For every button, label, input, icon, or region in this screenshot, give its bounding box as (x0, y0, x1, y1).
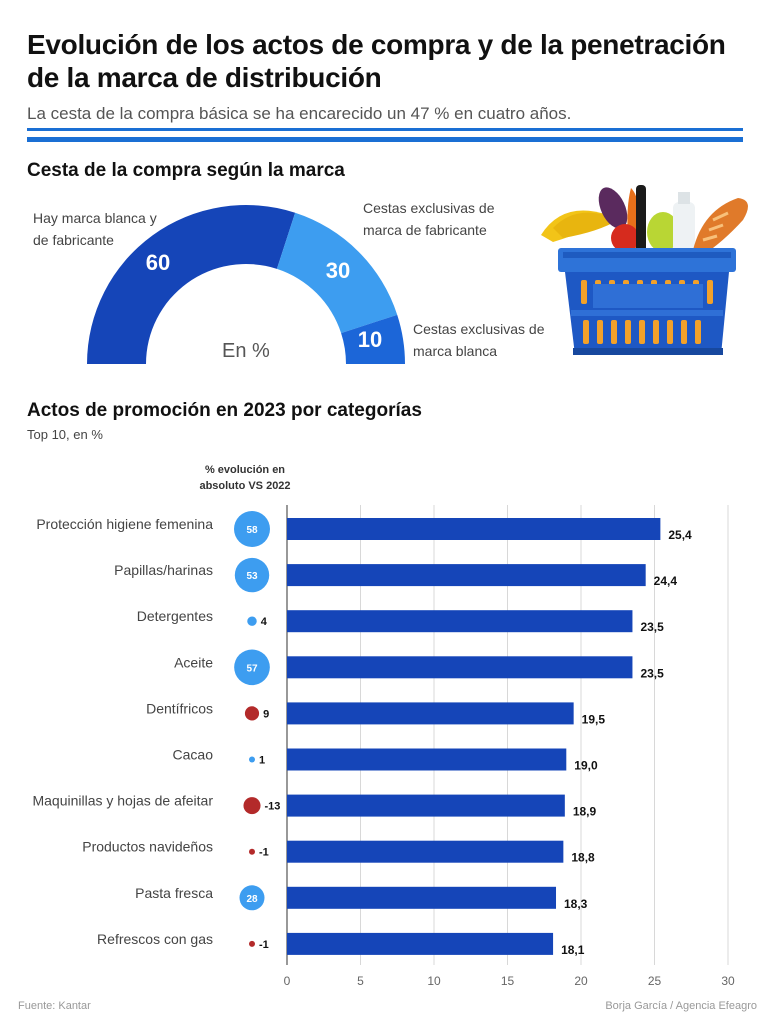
category-label: Protección higiene femenina (36, 516, 213, 532)
category-label: Aceite (174, 654, 213, 670)
evolution-column-header: % evolución en absoluto VS 2022 (199, 464, 291, 492)
bar (287, 656, 633, 679)
bar (287, 748, 567, 771)
x-tick-label: 10 (427, 974, 441, 988)
x-tick-label: 25 (648, 974, 662, 988)
x-tick-label: 0 (284, 974, 291, 988)
bar (287, 610, 633, 633)
evolution-bubble (243, 797, 261, 815)
bar (287, 886, 557, 909)
evolution-value-label: -1 (259, 847, 269, 859)
credit-note: Borja García / Agencia Efeagro (605, 1000, 757, 1012)
evolution-value-label: 28 (246, 894, 258, 905)
bar-value-label: 18,1 (561, 943, 585, 957)
category-label: Cacao (173, 747, 214, 763)
evolution-value-label: 9 (263, 708, 269, 720)
evolution-bubble (249, 848, 255, 855)
source-note: Fuente: Kantar (18, 1000, 91, 1012)
x-tick-label: 15 (501, 974, 515, 988)
donut-value-label: 60 (146, 250, 170, 275)
x-tick-label: 30 (721, 974, 735, 988)
bar-value-label: 23,5 (640, 620, 664, 634)
divider (27, 137, 743, 142)
bar-value-label: 24,4 (654, 574, 678, 588)
donut-slice (341, 314, 405, 364)
bar-value-label: 18,3 (564, 897, 588, 911)
shopping-basket-icon (541, 185, 748, 355)
evolution-bubble (249, 940, 255, 947)
donut-value-label: 30 (326, 258, 350, 283)
bar-value-label: 19,0 (574, 759, 598, 773)
evolution-bubble (234, 557, 270, 593)
evolution-value-label: 58 (246, 525, 258, 536)
evolution-bubble (247, 616, 257, 626)
evolution-value-label: -1 (259, 939, 269, 951)
evolution-bubble (234, 649, 270, 686)
evolution-bubble (244, 706, 260, 721)
bar-value-label: 25,4 (668, 528, 692, 542)
evolution-value-label: 57 (246, 663, 258, 674)
bar (287, 702, 574, 725)
bar (287, 518, 661, 540)
donut-value-label: 10 (358, 327, 382, 352)
gauge-label-private: Cestas exclusivas de marca blanca (413, 321, 545, 359)
x-tick-label: 5 (357, 974, 364, 988)
bar-value-label: 19,5 (582, 712, 606, 726)
gauge-label-manufacturer: Cestas exclusivas de marca de fabricante (363, 200, 495, 238)
bar-value-label: 18,8 (571, 851, 595, 865)
category-label: Maquinillas y hojas de afeitar (32, 793, 213, 809)
evolution-value-label: 4 (261, 616, 268, 628)
bar-section-heading: Actos de promoción en 2023 por categoría… (27, 400, 422, 421)
evolution-bubble (234, 511, 270, 547)
gauge-label-both: Hay marca blanca y de fabricante (33, 210, 157, 248)
evolution-bubble (249, 756, 255, 763)
evolution-value-label: 53 (246, 571, 258, 582)
bar-section-subheading: Top 10, en % (27, 427, 103, 442)
bar-value-label: 18,9 (573, 805, 597, 819)
bar (287, 564, 646, 587)
page-title: Evolución de los actos de compra y de la… (27, 29, 726, 93)
category-label: Pasta fresca (135, 885, 213, 901)
divider (27, 128, 743, 131)
category-label: Productos navideños (82, 839, 213, 855)
page-subtitle: La cesta de la compra básica se ha encar… (27, 104, 572, 123)
bar (287, 794, 565, 817)
gauge-section-heading: Cesta de la compra según la marca (27, 160, 345, 181)
gauge-unit: En % (222, 340, 270, 362)
category-label: Papillas/harinas (114, 562, 213, 578)
evolution-value-label: 1 (259, 755, 265, 767)
category-label: Detergentes (137, 608, 213, 624)
bar (287, 932, 554, 955)
bar-value-label: 23,5 (640, 666, 664, 680)
evolution-value-label: -13 (265, 801, 281, 813)
evolution-bubble (239, 885, 265, 911)
x-tick-label: 20 (574, 974, 588, 988)
category-label: Dentífricos (146, 700, 213, 716)
bar (287, 840, 564, 863)
category-label: Refrescos con gas (97, 931, 213, 947)
